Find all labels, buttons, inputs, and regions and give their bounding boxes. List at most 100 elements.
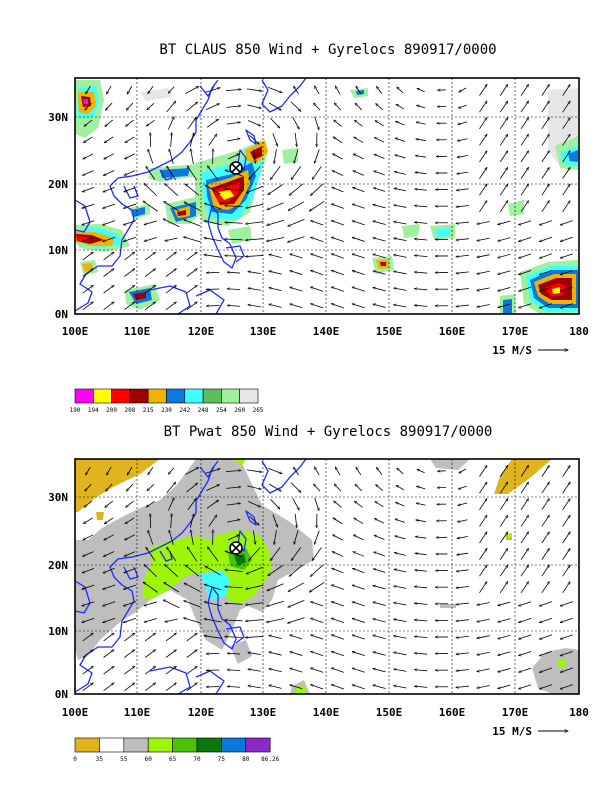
wind-vector (562, 151, 570, 163)
wind-vector (291, 166, 302, 179)
wind-vector (395, 155, 406, 159)
wind-vector (541, 515, 549, 527)
wind-vector (227, 520, 240, 523)
wind-vector (498, 287, 511, 291)
wind-vector (268, 86, 282, 92)
wind-vector (288, 218, 305, 227)
wind-vector (187, 117, 196, 130)
wind-vector (477, 635, 490, 639)
x-tick-label: 100E (62, 325, 89, 338)
wind-vector (148, 149, 154, 164)
wind-vector (539, 601, 553, 606)
wind-vector (186, 285, 197, 294)
wind-vector (373, 271, 386, 275)
wind-vector (394, 238, 407, 242)
wind-vector (102, 220, 116, 225)
wind-vector (103, 633, 114, 642)
wind-vector (397, 87, 404, 94)
wind-vector (541, 465, 549, 477)
wind-vector (189, 133, 194, 147)
wind-vector (562, 184, 570, 196)
wind-vector (267, 583, 284, 592)
wind-vector (310, 668, 324, 673)
wind-vector (414, 222, 428, 223)
graticule (75, 459, 579, 694)
wind-vectors (82, 465, 573, 692)
vector-ref-label: 15 M/S (492, 344, 532, 357)
wind-vector (479, 515, 486, 527)
wind-vector (562, 582, 570, 594)
wind-vector (165, 183, 179, 197)
wind-vector (184, 220, 201, 227)
wind-vector (520, 134, 528, 146)
wind-vector (479, 201, 486, 213)
colorbar-swatch (147, 737, 173, 753)
wind-vector (352, 668, 365, 673)
wind-vector (227, 535, 239, 541)
wind-vector (352, 287, 365, 292)
wind-vector (314, 103, 321, 111)
wind-vector (518, 601, 532, 606)
wind-vector (356, 86, 362, 95)
wind-vector (269, 669, 282, 673)
wind-vector (288, 201, 305, 211)
wind-vector (518, 220, 532, 225)
wind-vector (225, 570, 243, 572)
wind-vector (314, 86, 320, 95)
colorbar-swatch (202, 388, 222, 404)
wind-vector (227, 154, 239, 160)
wind-vector (168, 498, 174, 511)
wind-vector (225, 637, 243, 638)
wind-vector (498, 601, 511, 606)
wind-vector (334, 120, 342, 127)
wind-vector (290, 254, 303, 259)
wind-vector (225, 222, 243, 223)
wind-vector (165, 302, 176, 311)
wind-vector (414, 289, 428, 290)
wind-vector (498, 237, 511, 242)
wind-vector (520, 582, 528, 594)
wind-vector (520, 465, 528, 477)
wind-vector (394, 553, 406, 556)
wind-vector (183, 618, 201, 624)
x-tick-label: 120E (188, 706, 215, 719)
x-tick-label: 130E (250, 325, 277, 338)
wind-vector (335, 86, 341, 95)
wind-vector (334, 484, 342, 492)
wind-vector (123, 601, 137, 606)
wind-vector (560, 236, 573, 241)
wind-vector (499, 84, 507, 96)
wind-vector (479, 101, 486, 113)
wind-vector (226, 106, 241, 108)
wind-vector (124, 683, 134, 692)
colorbar-pwat: 0 35 55 60 65 70 75 80 86.26 (73, 737, 280, 763)
wind-vector (395, 519, 406, 523)
colorbar-label: 75 (218, 756, 226, 763)
wind-vector (290, 304, 303, 309)
x-tick-label: 170E (502, 706, 529, 719)
wind-vector (394, 652, 407, 656)
wind-vector (457, 171, 469, 174)
wind-vector (416, 122, 426, 125)
wind-vector (414, 272, 428, 273)
map-area (75, 78, 579, 314)
wind-vector (498, 220, 511, 225)
wind-vector (520, 184, 528, 196)
wind-vector (253, 149, 255, 164)
colorbar-label: 194 (88, 407, 99, 414)
wind-vector (562, 201, 570, 213)
wind-vector (268, 102, 281, 110)
wind-vector (290, 482, 301, 493)
wind-vector (394, 222, 407, 225)
wind-vector (310, 635, 324, 640)
wind-vector (375, 121, 384, 127)
wind-vector (205, 185, 221, 195)
wind-vector (458, 485, 467, 489)
wind-vector (354, 137, 364, 143)
wind-vector (518, 253, 532, 258)
wind-vector (355, 103, 363, 111)
wind-vector (227, 686, 241, 687)
wind-vector (479, 167, 486, 179)
wind-vector (104, 153, 115, 159)
wind-vector (85, 483, 92, 491)
